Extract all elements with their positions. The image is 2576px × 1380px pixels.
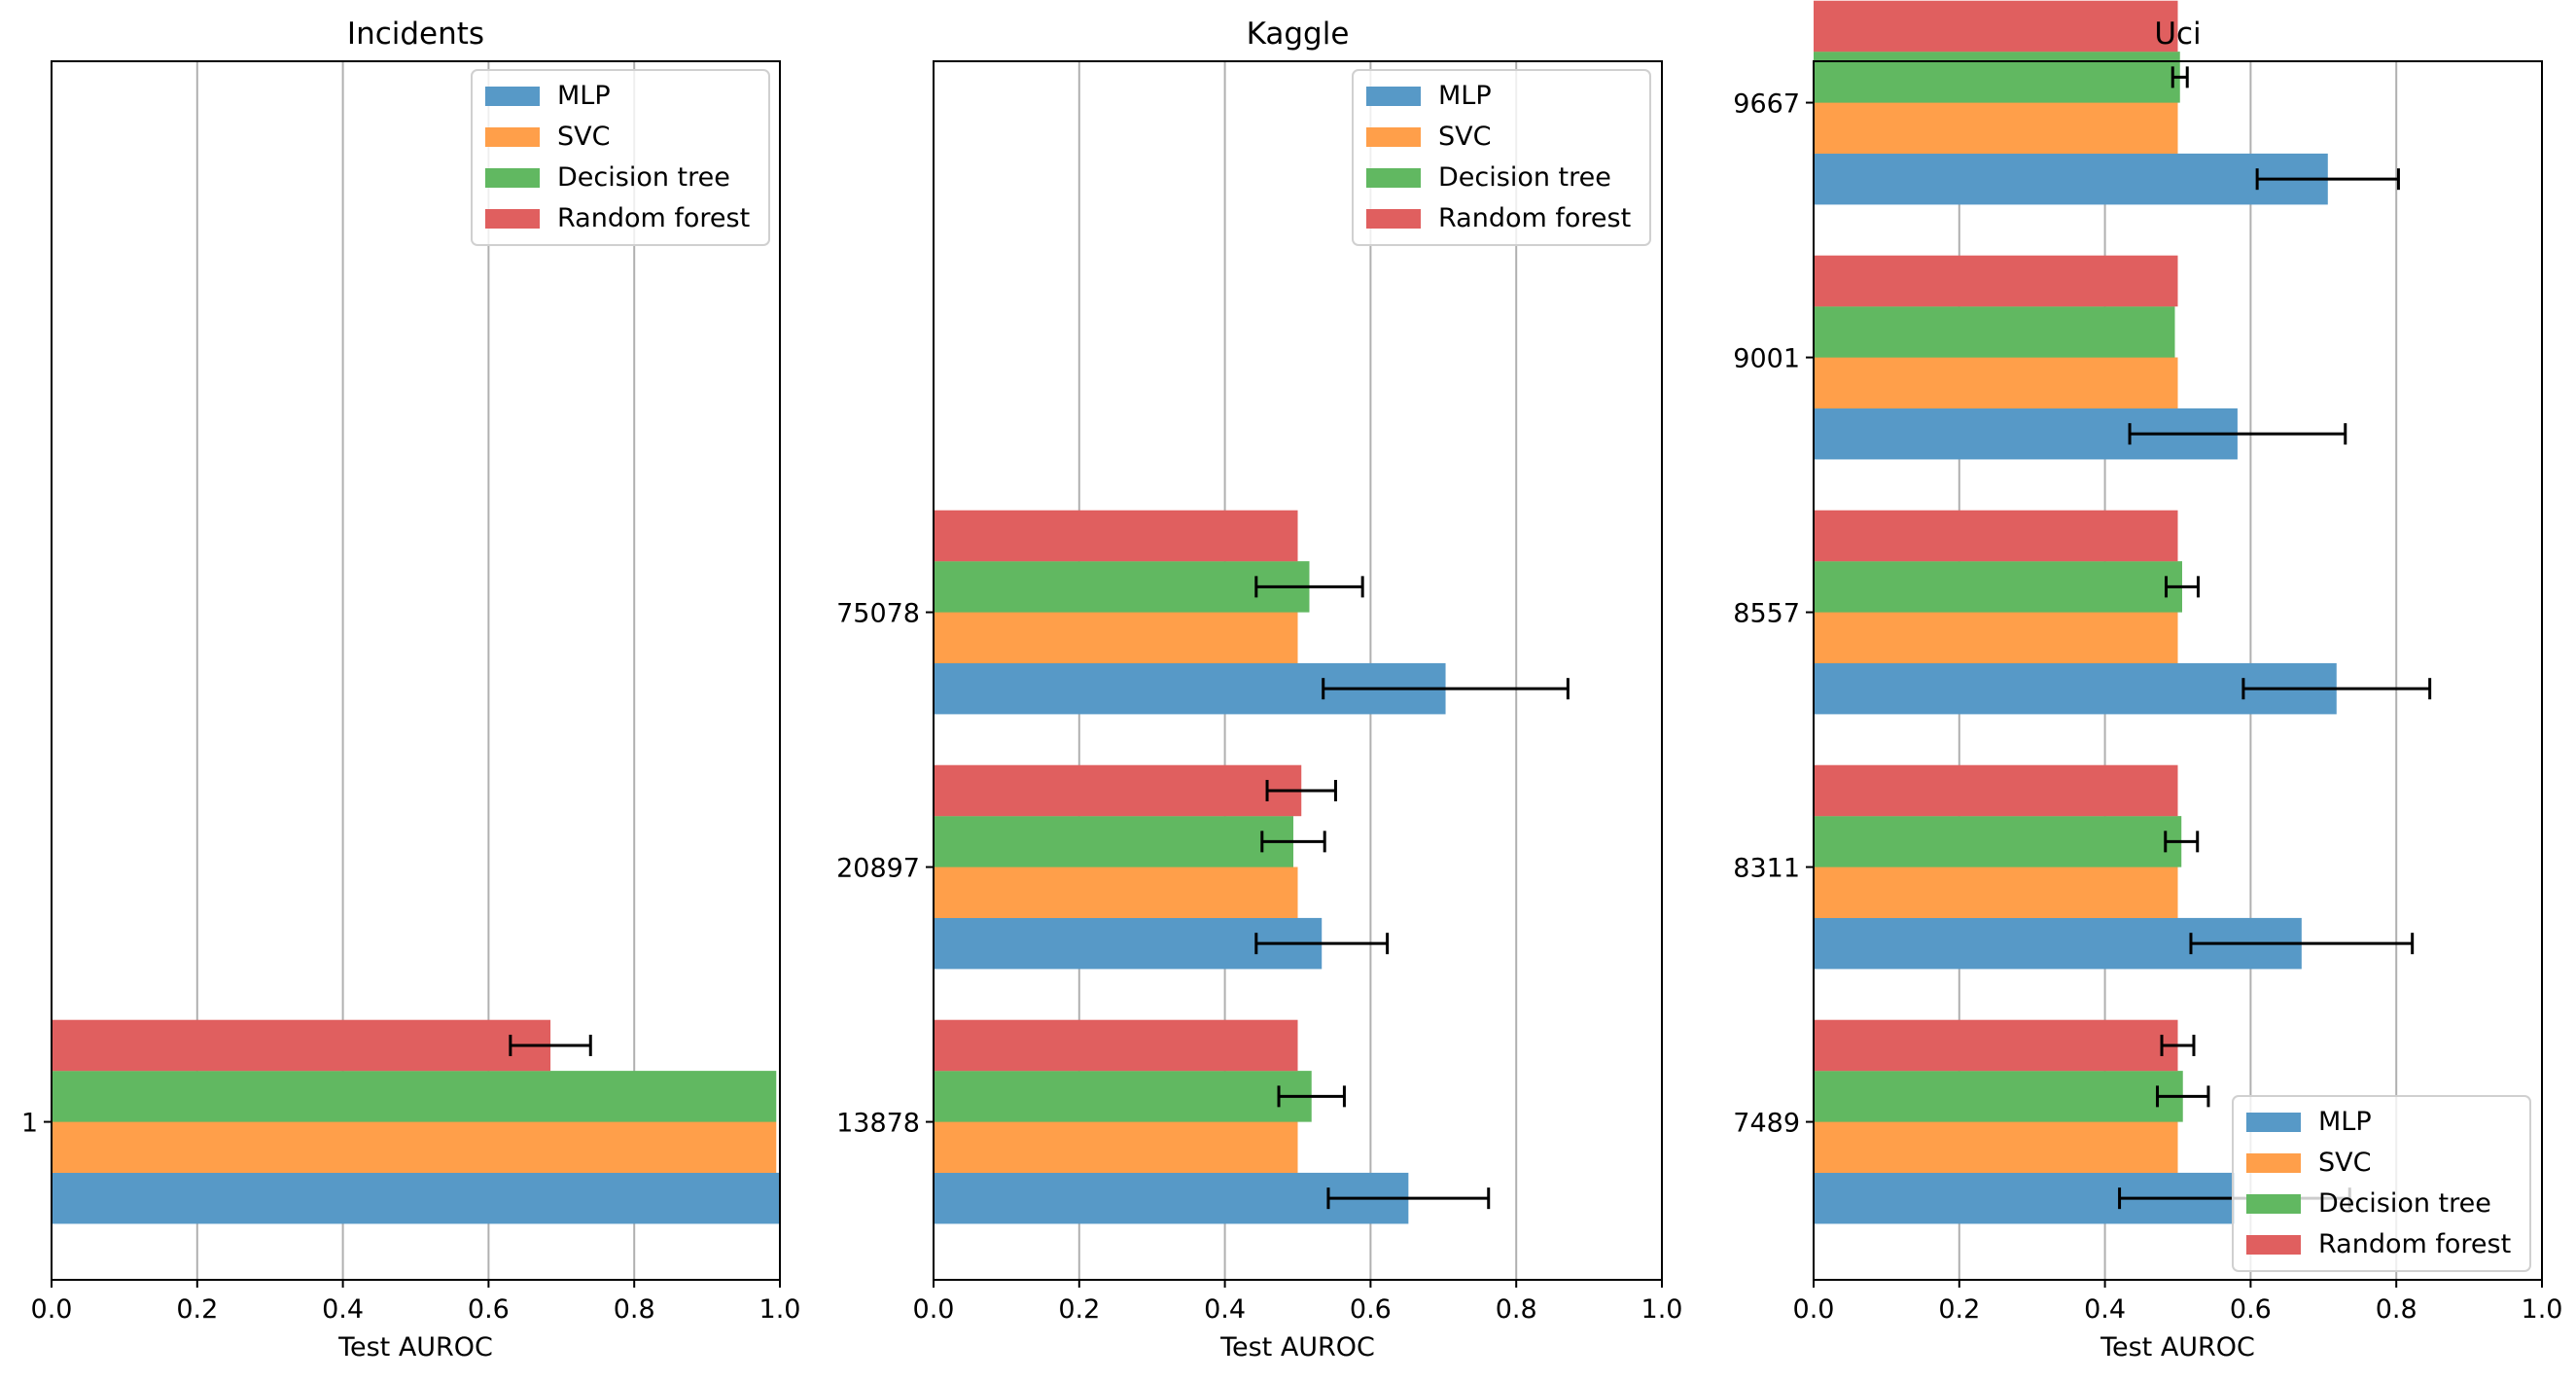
chart-panel-incidents: 0.0 0.2 0.4 0.6 0.8 1.0 1 Incidents Test AUROC ML… xyxy=(21,17,801,1362)
x-tick-label: 0.8 xyxy=(1496,1294,1537,1325)
bar-decision-tree xyxy=(1814,1071,2183,1122)
chart-panel-uci: 0.0 0.2 0.4 0.6 0.8 1.0 7489 8311 8557 9001 9667 Uc… xyxy=(1733,0,2563,1362)
bar-decision-tree xyxy=(934,1071,1312,1122)
chart-panel-kaggle: 0.0 0.2 0.4 0.6 0.8 1.0 13878 20897 75078 Kaggle T… xyxy=(836,17,1682,1362)
y-tick-label: 75078 xyxy=(836,599,920,629)
x-tick-label: 0.2 xyxy=(1938,1294,1980,1325)
bar-random-forest xyxy=(934,510,1298,562)
bar-svc xyxy=(934,612,1298,664)
x-tick-label: 0.0 xyxy=(31,1294,73,1325)
legend-swatch xyxy=(2246,1153,2301,1173)
legend: MLP SVC Decision tree Random forest xyxy=(471,69,770,246)
x-tick-label: 0.0 xyxy=(1793,1294,1835,1325)
legend-swatch xyxy=(2246,1235,2301,1255)
y-tick-label: 20897 xyxy=(836,854,920,884)
bar-svc xyxy=(934,867,1298,919)
legend-label: SVC xyxy=(1438,122,1491,152)
axes-frame xyxy=(1813,60,2543,1281)
legend: MLP SVC Decision tree Random forest xyxy=(2232,1095,2531,1272)
bar-mlp xyxy=(52,1172,780,1224)
bar-decision-tree xyxy=(934,561,1310,613)
bar-svc xyxy=(934,1121,1298,1174)
legend-swatch xyxy=(1366,209,1421,229)
bar-svc xyxy=(1814,357,2178,409)
legend-swatch xyxy=(1366,87,1421,106)
y-tick-label: 9667 xyxy=(1733,89,1800,120)
axes-frame xyxy=(51,60,781,1281)
x-tick-label: 0.8 xyxy=(2376,1294,2417,1325)
y-tick-label: 9001 xyxy=(1733,344,1800,374)
legend: MLP SVC Decision tree Random forest xyxy=(1352,69,1651,246)
legend-swatch xyxy=(485,127,540,147)
x-tick-label: 1.0 xyxy=(2522,1294,2563,1325)
bar-svc xyxy=(1814,1121,2178,1174)
legend-label: SVC xyxy=(557,122,610,152)
x-tick-label: 0.6 xyxy=(468,1294,510,1325)
chart-title: Incidents xyxy=(347,17,484,52)
bar-mlp xyxy=(1814,153,2328,205)
legend-label: Random forest xyxy=(2318,1229,2511,1259)
legend-label: Random forest xyxy=(1438,203,1631,233)
y-tick-label: 13878 xyxy=(836,1109,920,1139)
legend-swatch xyxy=(485,87,540,106)
bar-svc xyxy=(1814,867,2178,919)
x-tick-label: 0.4 xyxy=(2084,1294,2126,1325)
bar-svc xyxy=(1814,102,2178,155)
x-axis-label: Test AUROC xyxy=(337,1332,493,1362)
x-tick-label: 0.2 xyxy=(176,1294,218,1325)
legend-swatch xyxy=(485,209,540,229)
x-tick-label: 1.0 xyxy=(1641,1294,1683,1325)
legend-swatch xyxy=(1366,168,1421,188)
bar-random-forest xyxy=(1814,1019,2178,1072)
bar-random-forest xyxy=(934,1019,1298,1072)
x-tick-label: 0.6 xyxy=(1350,1294,1392,1325)
legend-swatch xyxy=(2246,1194,2301,1214)
bar-random-forest xyxy=(1814,510,2178,562)
bar-svc xyxy=(52,1121,777,1174)
y-tick-label: 7489 xyxy=(1733,1109,1800,1139)
bar-random-forest xyxy=(52,1019,551,1072)
x-axis-label: Test AUROC xyxy=(2100,1332,2255,1362)
legend-label: MLP xyxy=(1438,81,1492,111)
legend-label: Decision tree xyxy=(2318,1188,2491,1219)
x-tick-label: 1.0 xyxy=(759,1294,801,1325)
bar-random-forest xyxy=(1814,0,2178,53)
legend-swatch xyxy=(2246,1113,2301,1132)
bar-decision-tree xyxy=(52,1071,777,1122)
x-tick-label: 0.2 xyxy=(1058,1294,1100,1325)
legend-box xyxy=(471,69,770,246)
bar-random-forest xyxy=(1814,255,2178,307)
legend-label: Random forest xyxy=(557,203,750,233)
bar-decision-tree xyxy=(934,816,1294,867)
x-tick-label: 0.8 xyxy=(614,1294,655,1325)
bar-decision-tree xyxy=(1814,816,2182,867)
bar-decision-tree xyxy=(1814,52,2180,103)
axes-frame xyxy=(933,60,1663,1281)
chart-title: Kaggle xyxy=(1247,17,1350,52)
legend-label: MLP xyxy=(557,81,611,111)
x-tick-label: 0.4 xyxy=(1204,1294,1246,1325)
y-tick-label: 8311 xyxy=(1733,854,1800,884)
bar-random-forest xyxy=(934,764,1302,817)
x-tick-label: 0.6 xyxy=(2230,1294,2272,1325)
x-tick-label: 0.4 xyxy=(322,1294,364,1325)
legend-label: Decision tree xyxy=(557,162,730,193)
legend-box xyxy=(2232,1095,2531,1272)
bar-decision-tree xyxy=(1814,306,2175,358)
y-tick-label: 8557 xyxy=(1733,599,1800,629)
legend-swatch xyxy=(1366,127,1421,147)
bar-random-forest xyxy=(1814,764,2178,817)
legend-label: SVC xyxy=(2318,1148,2371,1178)
chart-title: Uci xyxy=(2154,17,2201,52)
x-axis-label: Test AUROC xyxy=(1219,1332,1375,1362)
legend-box xyxy=(1352,69,1651,246)
bar-svc xyxy=(1814,612,2178,664)
y-tick-label: 1 xyxy=(21,1109,38,1139)
legend-label: Decision tree xyxy=(1438,162,1611,193)
legend-label: MLP xyxy=(2318,1107,2372,1137)
x-tick-label: 0.0 xyxy=(913,1294,955,1325)
bar-decision-tree xyxy=(1814,561,2182,613)
legend-swatch xyxy=(485,168,540,188)
